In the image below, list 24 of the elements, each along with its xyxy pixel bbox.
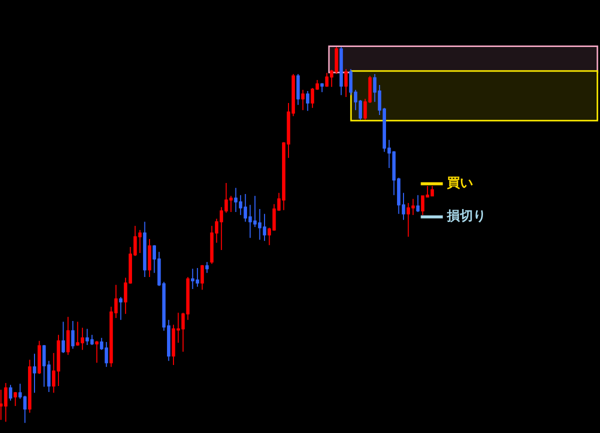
candlestick (416, 194, 420, 212)
candlestick (8, 384, 12, 402)
candlestick (62, 321, 65, 354)
candlestick (32, 353, 36, 394)
candlestick (320, 83, 324, 93)
candlestick (296, 74, 300, 106)
ref-line-label: 買い (446, 176, 473, 191)
candlestick (66, 316, 70, 356)
candlestick (306, 90, 310, 112)
ref-line-label: 損切り (446, 209, 486, 224)
candlestick (71, 320, 75, 350)
candlestick (38, 340, 41, 374)
candlestick (344, 68, 348, 98)
candlestick (200, 264, 204, 290)
candlestick (95, 340, 98, 364)
candlestick (119, 296, 122, 320)
candlestick (14, 392, 18, 406)
candlestick (340, 46, 343, 96)
candlestick (205, 261, 209, 274)
candlestick (301, 89, 305, 111)
candlestick (4, 382, 8, 422)
candlestick (28, 359, 32, 414)
candlestick (148, 238, 152, 278)
candlestick (143, 221, 146, 278)
